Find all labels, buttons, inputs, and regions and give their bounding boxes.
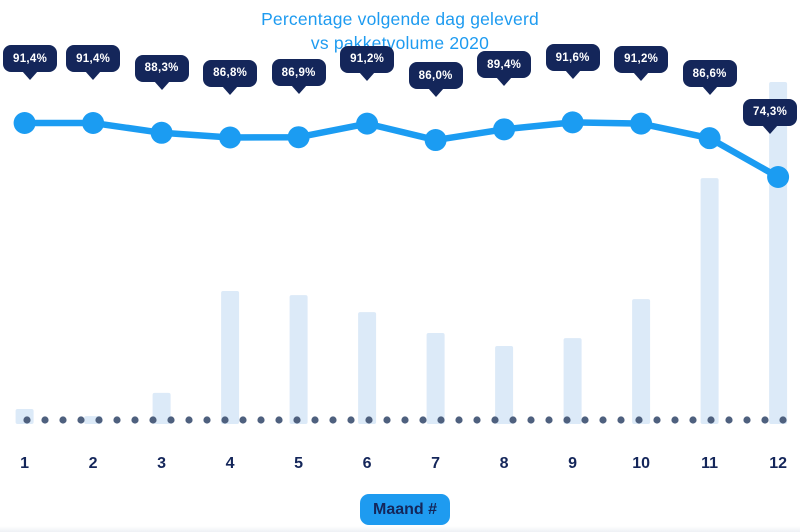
- baseline-dot: [707, 416, 715, 424]
- data-point-marker: [219, 126, 242, 149]
- baseline-dot: [743, 416, 751, 424]
- chart-title-line1: Percentage volgende dag geleverd: [261, 9, 539, 29]
- page-bottom-edge: [0, 526, 800, 532]
- data-point-marker: [424, 129, 447, 152]
- data-point-marker: [150, 121, 173, 144]
- baseline-dot: [23, 416, 31, 424]
- volume-bar: [495, 346, 514, 424]
- baseline-dot: [581, 416, 589, 424]
- baseline-dot: [599, 416, 607, 424]
- baseline-dot: [419, 416, 427, 424]
- baseline-dot: [653, 416, 661, 424]
- baseline-dot: [473, 416, 481, 424]
- volume-bar: [700, 178, 719, 424]
- baseline-dot: [77, 416, 85, 424]
- baseline-dot: [185, 416, 193, 424]
- baseline-dot: [383, 416, 391, 424]
- baseline-dot: [365, 416, 373, 424]
- baseline-dot: [491, 416, 499, 424]
- volume-bar: [289, 295, 308, 424]
- baseline-dot: [563, 416, 571, 424]
- x-axis-title-chip: Maand #: [360, 494, 451, 525]
- baseline-dot: [221, 416, 229, 424]
- baseline-dot: [203, 416, 211, 424]
- baseline-dot: [617, 416, 625, 424]
- data-point-marker: [82, 112, 105, 134]
- baseline-dot: [509, 416, 517, 424]
- data-point-marker: [630, 112, 653, 135]
- data-point-marker: [561, 111, 584, 134]
- baseline-dot: [257, 416, 265, 424]
- baseline-dot: [293, 416, 301, 424]
- data-point-marker: [356, 112, 379, 135]
- volume-bar: [358, 312, 377, 424]
- volume-bar: [563, 338, 582, 424]
- x-axis-title: Maand #: [373, 500, 438, 518]
- volume-bar: [221, 290, 240, 424]
- volume-bar: [152, 392, 171, 424]
- baseline-dot: [113, 416, 121, 424]
- baseline-dot: [689, 416, 697, 424]
- baseline-dot: [59, 416, 67, 424]
- baseline-dot: [455, 416, 463, 424]
- chart-title: Percentage volgende dag geleverd vs pakk…: [0, 7, 800, 55]
- baseline-dot: [761, 416, 769, 424]
- baseline-dot: [401, 416, 409, 424]
- baseline-dot: [347, 416, 355, 424]
- baseline-dot: [41, 416, 49, 424]
- data-point-marker: [698, 127, 721, 150]
- baseline-dot: [635, 416, 643, 424]
- baseline-dot: [95, 416, 103, 424]
- baseline-dot: [779, 416, 787, 424]
- baseline-dot: [671, 416, 679, 424]
- baseline-dot: [149, 416, 157, 424]
- volume-bar: [769, 82, 788, 424]
- data-point-marker: [767, 165, 790, 188]
- baseline-dot: [545, 416, 553, 424]
- baseline-dot: [725, 416, 733, 424]
- baseline-dot: [275, 416, 283, 424]
- data-point-marker: [13, 112, 36, 134]
- baseline-dot: [311, 416, 319, 424]
- baseline-dot: [329, 416, 337, 424]
- baseline-dot: [437, 416, 445, 424]
- volume-bar: [632, 299, 651, 424]
- baseline-dot: [167, 416, 175, 424]
- baseline-dot: [131, 416, 139, 424]
- delivery-line: [21, 119, 782, 181]
- data-point-marker: [287, 126, 310, 149]
- data-point-marker: [493, 118, 516, 141]
- volume-bar: [426, 333, 445, 424]
- baseline-dot: [239, 416, 247, 424]
- baseline-dot: [527, 416, 535, 424]
